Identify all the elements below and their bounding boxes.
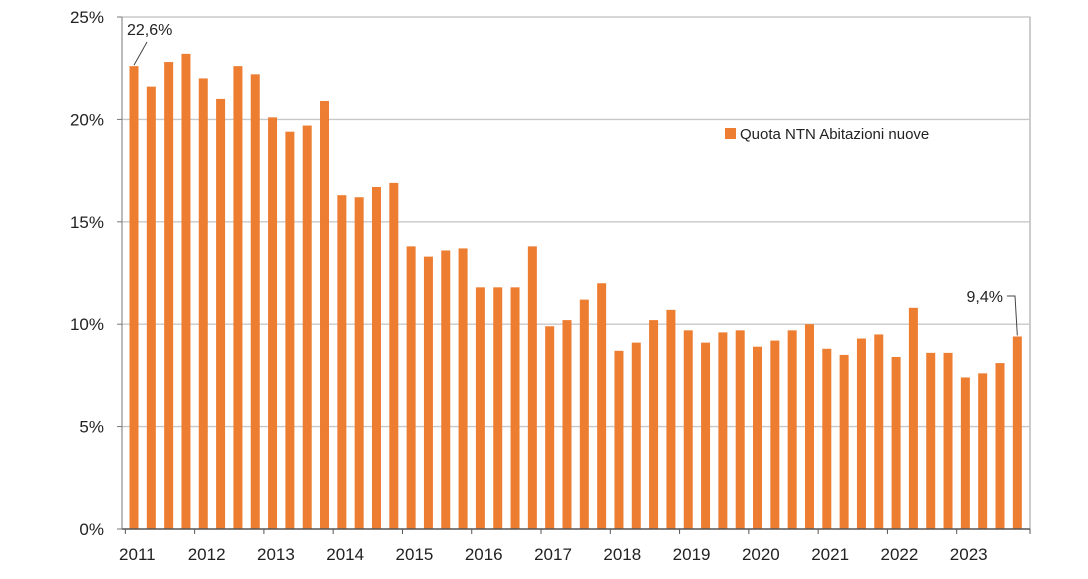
- y-tick-label: 15%: [70, 213, 104, 232]
- bar: [891, 356, 901, 529]
- x-tick-label: 2017: [534, 545, 572, 564]
- x-tick-label: 2011: [119, 545, 156, 564]
- x-tick-label: 2014: [326, 545, 364, 564]
- bar: [441, 250, 451, 530]
- axes: [121, 17, 1031, 534]
- x-tick-label: 2015: [396, 545, 434, 564]
- bar: [804, 324, 814, 529]
- x-tick-label: 2016: [465, 545, 503, 564]
- bar: [129, 66, 139, 529]
- x-tick-label: 2013: [257, 545, 295, 564]
- x-tick-label: 2018: [603, 545, 641, 564]
- bar: [995, 363, 1005, 529]
- bar: [562, 320, 572, 529]
- legend: Quota NTN Abitazioni nuove: [725, 126, 929, 143]
- bar: [960, 377, 970, 529]
- annotation-leader: [1007, 295, 1018, 336]
- x-tick-label: 2023: [950, 545, 988, 564]
- bar: [233, 66, 243, 529]
- bar: [302, 125, 312, 529]
- y-tick-label: 25%: [70, 8, 104, 27]
- x-tick-label: 2012: [188, 545, 226, 564]
- x-tick-label: 2022: [881, 545, 919, 564]
- bar: [493, 287, 503, 529]
- bar: [510, 287, 520, 529]
- bar: [320, 100, 330, 529]
- y-tick-label: 10%: [70, 315, 104, 334]
- x-tick-label: 2020: [742, 545, 780, 564]
- bar: [458, 248, 468, 529]
- bar: [753, 346, 763, 529]
- bar: [718, 332, 728, 529]
- bar: [406, 246, 416, 529]
- bar: [770, 340, 780, 529]
- bar: [337, 195, 347, 529]
- legend-swatch: [725, 128, 736, 139]
- x-tick-label: 2021: [811, 545, 849, 564]
- y-tick-label: 20%: [70, 110, 104, 129]
- bar: [649, 320, 659, 529]
- bar: [666, 309, 676, 529]
- bar: [597, 283, 607, 529]
- bar: [250, 74, 260, 530]
- bar: [216, 98, 226, 530]
- axis-labels: 0% 5% 10% 15% 20% 25% 2011 2012 2013 2014 2015 2016…: [70, 8, 988, 564]
- bar: [268, 117, 278, 530]
- bar: [371, 186, 381, 529]
- bar: [545, 326, 555, 529]
- bar: [354, 197, 364, 529]
- bar: [181, 53, 191, 529]
- bar: [926, 352, 936, 529]
- bar: [943, 352, 953, 529]
- bar: [787, 330, 797, 529]
- bar: [978, 373, 988, 529]
- annotation-leader: [133, 41, 148, 66]
- legend-label: Quota NTN Abitazioni nuove: [740, 126, 929, 143]
- bar: [198, 78, 208, 529]
- bar: [527, 246, 537, 529]
- data-label: 9,4%: [967, 289, 1003, 306]
- bar: [389, 182, 399, 529]
- bar: [735, 330, 745, 529]
- bar: [475, 287, 485, 529]
- bar: [285, 131, 295, 530]
- data-label: 22,6%: [127, 22, 172, 39]
- bar: [683, 330, 693, 529]
- bar: [701, 342, 711, 529]
- bar: [874, 334, 884, 529]
- bar: [856, 338, 866, 529]
- bar: [1012, 336, 1022, 529]
- bars: [129, 53, 1022, 530]
- bar: [146, 86, 156, 530]
- bar: [631, 342, 641, 529]
- bar: [164, 62, 174, 529]
- annotations: 22,6% 9,4%: [127, 22, 1018, 336]
- bar: [423, 256, 433, 529]
- bar: [839, 354, 849, 529]
- y-tick-label: 0%: [79, 520, 104, 539]
- bar: [614, 350, 624, 529]
- y-tick-label: 5%: [79, 418, 104, 437]
- bar: [579, 299, 589, 529]
- x-tick-label: 2019: [673, 545, 711, 564]
- bar: [822, 348, 832, 529]
- bar: [908, 307, 918, 529]
